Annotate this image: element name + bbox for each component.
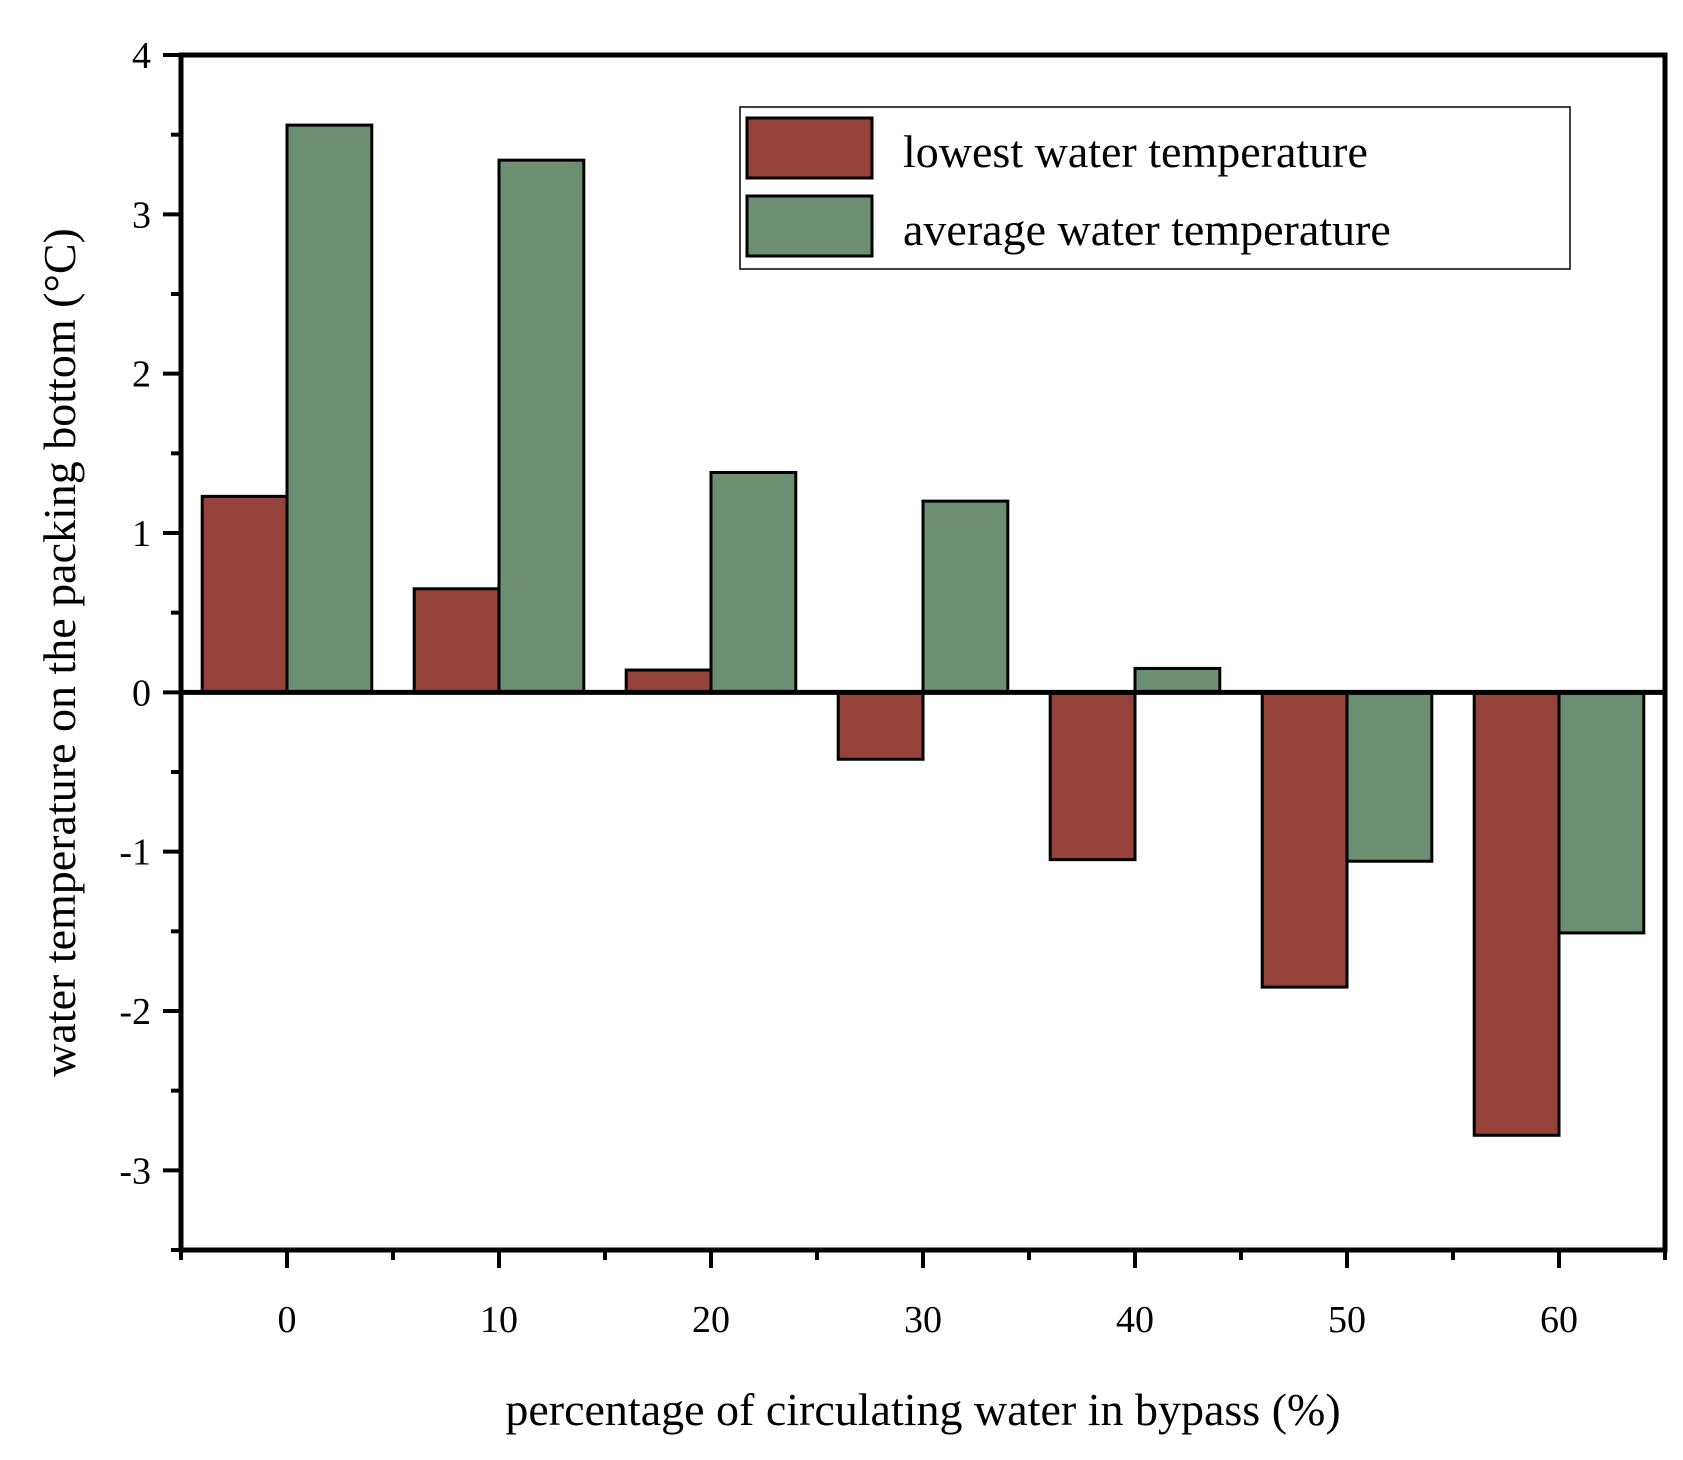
bar-average-30 <box>921 499 1010 694</box>
legend-frame <box>739 106 1571 270</box>
bar-average-20 <box>709 470 798 694</box>
bar-lowest-20 <box>624 668 713 694</box>
bar-average-10 <box>497 158 586 694</box>
legend-label-lowest: lowest water temperature <box>903 126 1368 177</box>
y-tick-label: 4 <box>132 35 151 77</box>
x-axis-ticks: 0 10 20 30 40 50 60 <box>179 1250 1667 1341</box>
y-axis-ticks: -3 -2 -1 0 1 2 3 4 <box>119 35 181 1252</box>
bar-average-60 <box>1557 690 1646 935</box>
legend-swatch-lowest <box>745 116 874 180</box>
x-tick-label: 0 <box>278 1299 297 1341</box>
bar-lowest-30 <box>836 690 925 761</box>
bar-average-40 <box>1133 666 1222 694</box>
x-tick-label: 10 <box>480 1299 518 1341</box>
y-tick-label: 1 <box>132 513 151 555</box>
bar-lowest-0 <box>200 494 289 694</box>
bar-average-0 <box>285 123 374 694</box>
legend: lowest water temperature average water t… <box>739 106 1571 270</box>
x-tick-label: 40 <box>1116 1299 1154 1341</box>
x-tick-label: 60 <box>1540 1299 1578 1341</box>
bar-lowest-50 <box>1260 690 1349 989</box>
x-tick-label: 50 <box>1328 1299 1366 1341</box>
bar-lowest-10 <box>412 587 501 694</box>
y-axis-title: water temperature on the packing bottom … <box>34 228 85 1077</box>
y-tick-label: 3 <box>132 194 151 236</box>
y-tick-label: -2 <box>119 991 151 1033</box>
legend-swatch-average <box>745 194 874 258</box>
bar-lowest-40 <box>1048 690 1137 862</box>
y-tick-label: 2 <box>132 354 151 396</box>
bar-lowest-60 <box>1472 690 1561 1137</box>
legend-label-average: average water temperature <box>903 204 1391 255</box>
y-tick-label: -1 <box>119 832 151 874</box>
y-tick-label: -3 <box>119 1150 151 1192</box>
x-axis-title: percentage of circulating water in bypas… <box>505 1384 1340 1435</box>
x-tick-label: 20 <box>692 1299 730 1341</box>
bars-layer <box>200 123 1646 1137</box>
bar-average-50 <box>1345 690 1434 863</box>
x-tick-label: 30 <box>904 1299 942 1341</box>
y-tick-label: 0 <box>132 672 151 714</box>
